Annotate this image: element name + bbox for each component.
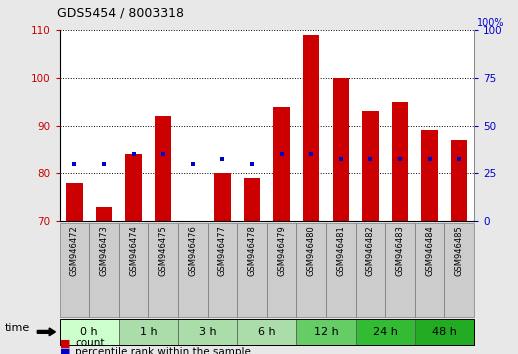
Text: 0 h: 0 h — [80, 327, 98, 337]
Text: time: time — [5, 323, 31, 333]
Bar — [244, 178, 260, 221]
Text: GSM946476: GSM946476 — [188, 225, 197, 276]
Text: GSM946483: GSM946483 — [395, 225, 405, 276]
Bar — [214, 173, 231, 221]
Text: ■: ■ — [60, 347, 70, 354]
Bar — [333, 78, 349, 221]
Bar — [451, 140, 467, 221]
Bar — [125, 154, 142, 221]
Text: 12 h: 12 h — [313, 327, 338, 337]
Bar — [303, 35, 319, 221]
Text: GSM946480: GSM946480 — [307, 225, 315, 275]
Text: count: count — [75, 338, 105, 348]
Text: GSM946484: GSM946484 — [425, 225, 434, 275]
Bar — [66, 183, 82, 221]
Text: 1 h: 1 h — [139, 327, 157, 337]
Bar — [392, 102, 408, 221]
Text: GSM946472: GSM946472 — [70, 225, 79, 275]
Text: 24 h: 24 h — [373, 327, 398, 337]
Text: 3 h: 3 h — [199, 327, 217, 337]
Text: GSM946475: GSM946475 — [159, 225, 168, 275]
Text: GSM946473: GSM946473 — [99, 225, 108, 276]
Text: GSM946481: GSM946481 — [336, 225, 346, 275]
Text: 100%: 100% — [477, 18, 504, 28]
Bar — [96, 207, 112, 221]
Bar — [362, 111, 379, 221]
Text: percentile rank within the sample: percentile rank within the sample — [75, 347, 251, 354]
Text: 6 h: 6 h — [258, 327, 276, 337]
Text: GSM946485: GSM946485 — [455, 225, 464, 275]
Text: ■: ■ — [60, 338, 70, 348]
Text: GSM946477: GSM946477 — [218, 225, 227, 276]
Bar — [155, 116, 171, 221]
Bar — [274, 107, 290, 221]
Text: GSM946474: GSM946474 — [129, 225, 138, 275]
Text: GSM946482: GSM946482 — [366, 225, 375, 275]
Text: 48 h: 48 h — [432, 327, 457, 337]
Bar — [422, 130, 438, 221]
Text: GDS5454 / 8003318: GDS5454 / 8003318 — [57, 6, 184, 19]
Text: GSM946479: GSM946479 — [277, 225, 286, 275]
Text: GSM946478: GSM946478 — [248, 225, 256, 276]
